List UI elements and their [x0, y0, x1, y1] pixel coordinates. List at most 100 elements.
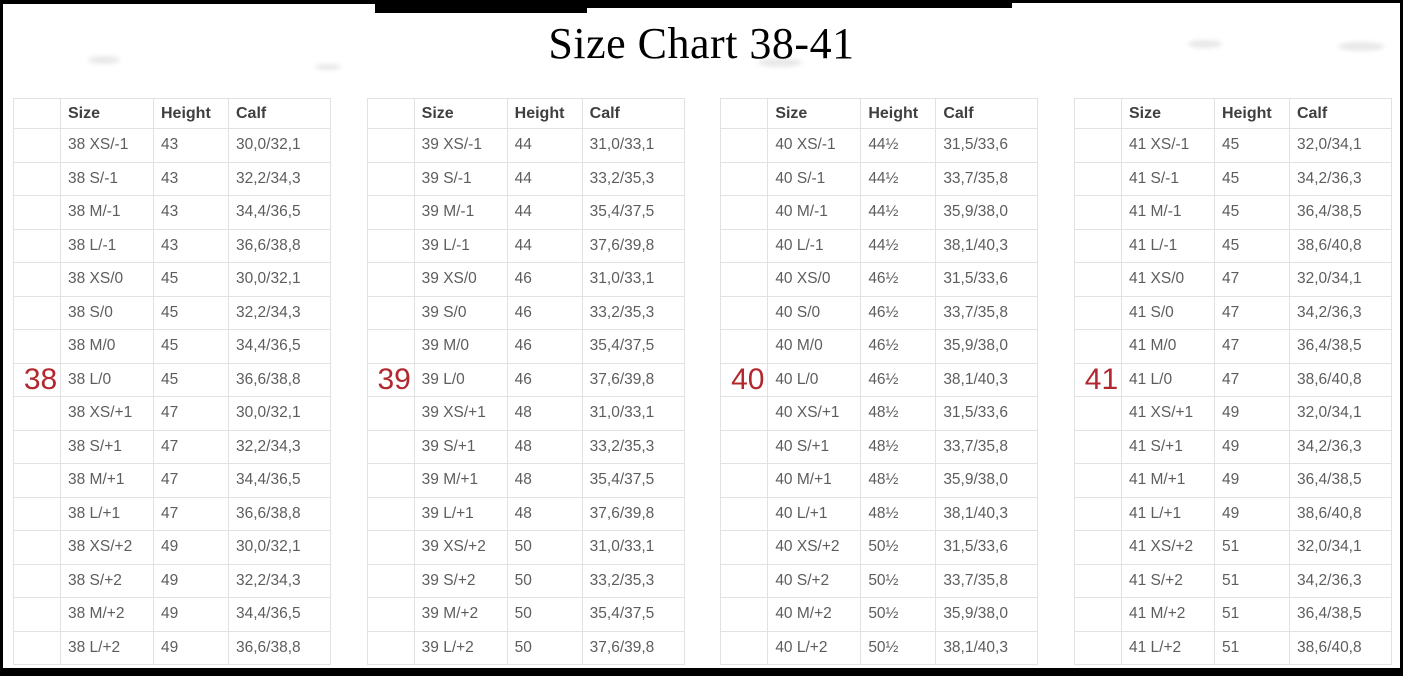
table-row: 41 L/-1 45 38,6/40,8 — [1073, 228, 1392, 263]
header-row: Size Height Calf — [1073, 98, 1392, 129]
table-row: 40 M/0 46½ 35,9/38,0 — [720, 329, 1039, 364]
group-cell — [1073, 563, 1122, 598]
size-cell: 38 S/+2 — [60, 563, 154, 598]
col-header-size: Size — [413, 98, 508, 129]
group-cell — [366, 530, 415, 565]
group-cell — [13, 530, 61, 565]
group-cell — [1073, 295, 1122, 330]
size-cell: 40 XS/+1 — [767, 396, 862, 431]
group-cell — [13, 563, 61, 598]
table-row: 39 XS/-1 44 31,0/33,1 — [366, 128, 685, 163]
table-row: 40 S/+2 50½ 33,7/35,8 — [720, 563, 1039, 598]
table-row: 40 S/-1 44½ 33,7/35,8 — [720, 161, 1039, 196]
height-cell: 46½ — [860, 262, 937, 297]
calf-cell: 37,6/39,8 — [581, 496, 685, 531]
size-cell: 41 XS/+1 — [1120, 396, 1215, 431]
size-cell: 38 S/+1 — [60, 429, 154, 464]
calf-cell: 38,6/40,8 — [1288, 496, 1392, 531]
size-cell: 40 S/+1 — [767, 429, 862, 464]
calf-cell: 34,4/36,5 — [228, 597, 331, 632]
table-row: 38 L/-1 43 36,6/38,8 — [13, 228, 331, 263]
header-row: Size Height Calf — [720, 98, 1039, 129]
calf-cell: 32,0/34,1 — [1288, 396, 1392, 431]
size-cell: 39 S/+2 — [413, 563, 508, 598]
table-row: 38 M/+1 47 34,4/36,5 — [13, 463, 331, 498]
group-cell — [366, 496, 415, 531]
page-title: Size Chart 38-41 — [548, 19, 855, 68]
size-cell: 41 L/+1 — [1120, 496, 1215, 531]
height-cell: 44½ — [860, 195, 937, 230]
calf-cell: 34,4/36,5 — [228, 195, 331, 230]
table-row: 38 S/+1 47 32,2/34,3 — [13, 429, 331, 464]
table-row: 40 S/0 46½ 33,7/35,8 — [720, 295, 1039, 330]
group-cell: 39 — [366, 362, 415, 397]
size-cell: 38 M/+1 — [60, 463, 154, 498]
calf-cell: 30,0/32,1 — [228, 396, 331, 431]
table-row: 40 L/+1 48½ 38,1/40,3 — [720, 496, 1039, 531]
height-cell: 46½ — [860, 362, 937, 397]
col-header-size: Size — [767, 98, 862, 129]
group-size-label: 40 — [731, 362, 765, 396]
size-cell: 41 L/0 — [1120, 362, 1215, 397]
size-cell: 40 XS/0 — [767, 262, 862, 297]
size-cell: 40 XS/-1 — [767, 128, 862, 163]
calf-cell: 31,0/33,1 — [581, 262, 685, 297]
corner-cell — [13, 98, 61, 129]
size-cell: 39 XS/+2 — [413, 530, 508, 565]
group-cell — [720, 128, 769, 163]
calf-cell: 34,2/36,3 — [1288, 295, 1392, 330]
col-header-calf: Calf — [581, 98, 685, 129]
size-cell: 41 M/+1 — [1120, 463, 1215, 498]
calf-cell: 34,4/36,5 — [228, 463, 331, 498]
size-cell: 40 S/0 — [767, 295, 862, 330]
table-row: 39 XS/+1 48 31,0/33,1 — [366, 396, 685, 431]
size-cell: 38 S/-1 — [60, 161, 154, 196]
group-cell — [720, 429, 769, 464]
table-row: 40 S/+1 48½ 33,7/35,8 — [720, 429, 1039, 464]
scan-smudge — [758, 58, 802, 67]
calf-cell: 35,4/37,5 — [581, 463, 685, 498]
size-cell: 38 L/+2 — [60, 630, 154, 665]
table-row: 40 L/+2 50½ 38,1/40,3 — [720, 630, 1039, 665]
frame-right-border — [1400, 0, 1403, 676]
height-cell: 46 — [506, 262, 583, 297]
size-cell: 41 S/-1 — [1120, 161, 1215, 196]
calf-cell: 34,2/36,3 — [1288, 429, 1392, 464]
height-cell: 51 — [1213, 630, 1290, 665]
scan-smudge — [88, 56, 120, 64]
height-cell: 45 — [153, 362, 229, 397]
calf-cell: 35,9/38,0 — [935, 597, 1039, 632]
calf-cell: 33,7/35,8 — [935, 563, 1039, 598]
group-cell — [1073, 429, 1122, 464]
calf-cell: 33,7/35,8 — [935, 161, 1039, 196]
table-row: 41 S/0 47 34,2/36,3 — [1073, 295, 1392, 330]
size-cell: 39 XS/0 — [413, 262, 508, 297]
size-cell: 39 M/+2 — [413, 597, 508, 632]
size-cell: 38 M/-1 — [60, 195, 154, 230]
group-cell — [720, 597, 769, 632]
table-row: 40 L/-1 44½ 38,1/40,3 — [720, 228, 1039, 263]
size-cell: 41 M/+2 — [1120, 597, 1215, 632]
col-header-height: Height — [506, 98, 583, 129]
scan-smudge — [1188, 40, 1222, 48]
group-cell — [1073, 597, 1122, 632]
group-cell — [720, 630, 769, 665]
group-cell — [720, 563, 769, 598]
size-cell: 39 M/-1 — [413, 195, 508, 230]
height-cell: 51 — [1213, 563, 1290, 598]
group-cell — [720, 295, 769, 330]
calf-cell: 33,2/35,3 — [581, 429, 685, 464]
calf-cell: 32,0/34,1 — [1288, 530, 1392, 565]
group-size-label: 41 — [1084, 362, 1119, 396]
group-cell — [366, 429, 415, 464]
size-cell: 40 L/0 — [767, 362, 862, 397]
size-cell: 40 XS/+2 — [767, 530, 862, 565]
group-cell — [1073, 128, 1122, 163]
table-row: 41 L/+2 51 38,6/40,8 — [1073, 630, 1392, 665]
height-cell: 48 — [506, 429, 583, 464]
size-cell: 39 XS/-1 — [413, 128, 508, 163]
height-cell: 48½ — [860, 496, 937, 531]
height-cell: 47 — [1213, 295, 1290, 330]
col-header-size: Size — [60, 98, 154, 129]
col-header-calf: Calf — [1288, 98, 1392, 129]
